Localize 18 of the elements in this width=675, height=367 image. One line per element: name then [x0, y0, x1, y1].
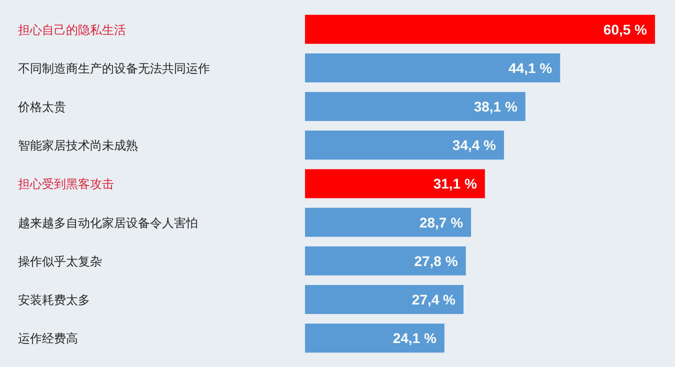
data-label: 34,4 %: [452, 137, 497, 154]
data-label: 24,1 %: [392, 330, 437, 346]
y-tick-label: 担心受到黑客攻击: [18, 177, 114, 192]
y-tick-label: 越来越多自动化家居设备令人害怕: [18, 216, 198, 230]
data-label: 27,4 %: [412, 292, 456, 308]
y-tick-label: 运作经费高: [18, 332, 78, 346]
data-label: 44,1 %: [508, 60, 553, 76]
y-tick-label: 操作似乎太复杂: [18, 254, 102, 268]
y-tick-label: 不同制造商生产的设备无法共同运作: [18, 61, 210, 76]
y-tick-label: 担心自己的隐私生活: [18, 22, 126, 37]
y-tick-label: 价格太贵: [17, 100, 66, 114]
y-tick-label: 智能家居技术尚未成熟: [18, 138, 138, 153]
data-label: 31,1 %: [433, 176, 478, 192]
data-label: 60,5 %: [603, 21, 648, 38]
data-label: 28,7 %: [419, 214, 464, 230]
data-label: 27,8 %: [414, 252, 458, 269]
y-tick-label: 安装耗费太多: [18, 293, 90, 307]
data-label: 38,1 %: [474, 98, 518, 114]
